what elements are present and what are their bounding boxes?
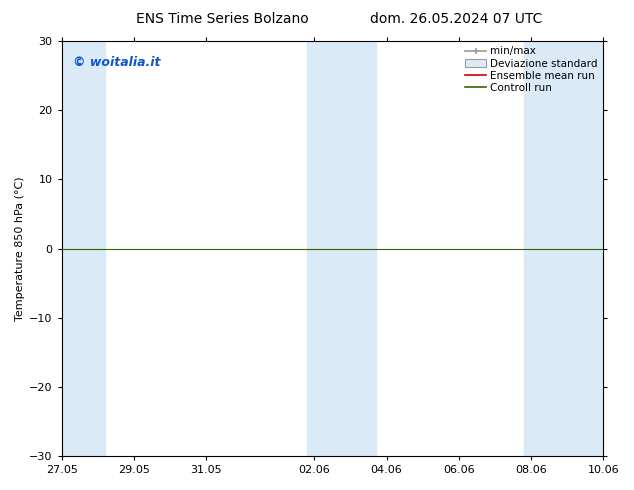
Text: dom. 26.05.2024 07 UTC: dom. 26.05.2024 07 UTC [370, 12, 543, 26]
Text: ENS Time Series Bolzano: ENS Time Series Bolzano [136, 12, 308, 26]
Y-axis label: Temperature 850 hPa (°C): Temperature 850 hPa (°C) [15, 176, 25, 321]
Text: © woitalia.it: © woitalia.it [72, 56, 160, 69]
Legend: min/max, Deviazione standard, Ensemble mean run, Controll run: min/max, Deviazione standard, Ensemble m… [463, 44, 600, 95]
Bar [55, 41, 105, 456]
Bar [307, 41, 376, 456]
Bar [524, 41, 611, 456]
